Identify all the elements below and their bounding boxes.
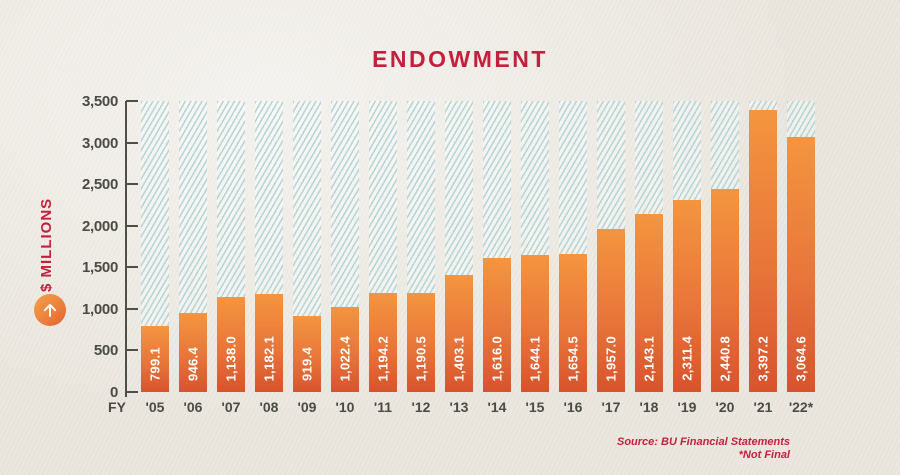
- bar: 1,644.1: [521, 255, 549, 392]
- page-title: ENDOWMENT: [372, 46, 548, 72]
- bar: 2,311.4: [673, 199, 701, 392]
- y-tick-label: 0: [109, 384, 118, 401]
- bar-column: 799.1: [141, 101, 169, 392]
- bar-value-label: 946.4: [185, 346, 201, 381]
- x-axis-labels: '05 '06 '07 '08 '09 '10 '11 '12 '13 '14 '15 '16 '17 '…: [141, 399, 815, 415]
- bar-value-label: 1,138.0: [223, 335, 239, 381]
- x-tick-label: '14: [487, 399, 507, 415]
- x-tick-label: '21: [753, 399, 773, 415]
- bar-column: 1,182.1: [255, 101, 283, 392]
- y-tick-label: 2,000: [81, 217, 118, 235]
- bar-column: 919.4: [293, 101, 321, 392]
- bar-column: 2,440.8: [711, 101, 739, 392]
- y-tick-mark: [126, 349, 138, 352]
- bar-column: 946.4: [179, 101, 207, 392]
- x-tick-label: '07: [221, 399, 241, 415]
- x-tick-label: '15: [525, 399, 545, 415]
- bar-value-label: 2,143.1: [641, 335, 657, 381]
- x-tick-label: '20: [715, 399, 735, 415]
- y-tick-mark: [126, 266, 138, 269]
- x-tick-label: '17: [601, 399, 621, 415]
- y-tick-label: 500: [93, 342, 118, 360]
- bar: 1,138.0: [217, 297, 245, 392]
- bar-column: 1,644.1: [521, 101, 549, 392]
- bar-value-label: 799.1: [147, 346, 163, 381]
- bar: 3,397.2: [749, 109, 777, 392]
- y-axis-label: $ MILLIONS: [38, 197, 55, 292]
- bar-value-label: 1,957.0: [603, 335, 619, 381]
- x-tick-label: '05: [145, 399, 165, 415]
- bar: 1,194.2: [369, 292, 397, 392]
- bar-column: 2,143.1: [635, 101, 663, 392]
- x-tick-label: '06: [183, 399, 203, 415]
- bar-column: 2,311.4: [673, 101, 701, 392]
- x-tick-label: '16: [563, 399, 583, 415]
- bar: 1,182.1: [255, 293, 283, 392]
- bar-value-label: 1,616.0: [489, 335, 505, 381]
- bar-value-label: 919.4: [299, 346, 315, 381]
- y-tick-mark: [126, 141, 138, 144]
- bar-column: 1,403.1: [445, 101, 473, 392]
- bar-value-label: 3,064.6: [793, 335, 809, 381]
- x-tick-label: '11: [373, 399, 393, 415]
- y-tick-label: 3,500: [81, 93, 118, 110]
- bar-column: 1,194.2: [369, 101, 397, 392]
- bar-value-label: 1,644.1: [527, 335, 543, 381]
- bar: 919.4: [293, 315, 321, 392]
- y-tick-label: 1,500: [81, 259, 118, 277]
- bar-value-label: 1,654.5: [565, 335, 581, 381]
- bar: 3,064.6: [787, 137, 815, 392]
- bar: 799.1: [141, 325, 169, 392]
- y-tick-label: 3,000: [81, 134, 118, 152]
- y-tick-mark: [126, 183, 138, 186]
- bar-column: 1,190.5: [407, 101, 435, 392]
- bar-value-label: 3,397.2: [755, 335, 771, 381]
- bar-value-label: 1,403.1: [451, 335, 467, 381]
- x-tick-label: '18: [639, 399, 659, 415]
- x-tick-label: '13: [449, 399, 469, 415]
- bar-value-label: 2,440.8: [717, 335, 733, 381]
- x-tick-label: '09: [297, 399, 317, 415]
- bar-column: 1,022.4: [331, 101, 359, 392]
- up-arrow-icon: [34, 294, 66, 326]
- bar: 1,654.5: [559, 254, 587, 392]
- y-tick-mark: [126, 100, 138, 102]
- y-tick-label: 1,000: [81, 300, 118, 318]
- x-tick-label: '12: [411, 399, 431, 415]
- bar-column: 3,397.2: [749, 101, 777, 392]
- bar: 1,022.4: [331, 307, 359, 392]
- bar-column: 1,616.0: [483, 101, 511, 392]
- x-tick-label: '08: [259, 399, 279, 415]
- x-axis-prefix: FY: [108, 399, 126, 415]
- y-axis-line: [125, 101, 127, 397]
- bar-value-label: 1,022.4: [337, 335, 353, 381]
- bar: 1,190.5: [407, 293, 435, 392]
- bar-value-label: 2,311.4: [679, 336, 695, 381]
- bar-value-label: 1,182.1: [261, 335, 277, 381]
- bar: 1,957.0: [597, 229, 625, 392]
- bar-column: 1,654.5: [559, 101, 587, 392]
- bar: 1,616.0: [483, 257, 511, 392]
- bar: 946.4: [179, 313, 207, 392]
- y-tick-mark: [126, 307, 138, 310]
- bar-value-label: 1,190.5: [413, 335, 429, 381]
- y-tick-label: 2,500: [81, 176, 118, 194]
- x-tick-label: '22*: [788, 399, 814, 415]
- bar-column: 3,064.6: [787, 101, 815, 392]
- x-tick-label: '10: [335, 399, 355, 415]
- bar: 1,403.1: [445, 275, 473, 392]
- x-tick-label: '19: [677, 399, 697, 415]
- bar: 2,143.1: [635, 213, 663, 392]
- bar-column: 1,957.0: [597, 101, 625, 392]
- bar-plot-area: 799.1 946.4 1,138.0 1,182.1 919.4 1,022.4 1,19…: [141, 101, 815, 392]
- source-text: Source: BU Financial Statements: [617, 436, 790, 448]
- y-tick-mark: [126, 224, 138, 227]
- footer: Source: BU Financial Statements *Not Fin…: [617, 436, 790, 462]
- bar-column: 1,138.0: [217, 101, 245, 392]
- bar-value-label: 1,194.2: [375, 335, 391, 381]
- y-tick-mark: [126, 391, 138, 393]
- not-final-note: *Not Final: [738, 449, 790, 461]
- bar: 2,440.8: [711, 189, 739, 392]
